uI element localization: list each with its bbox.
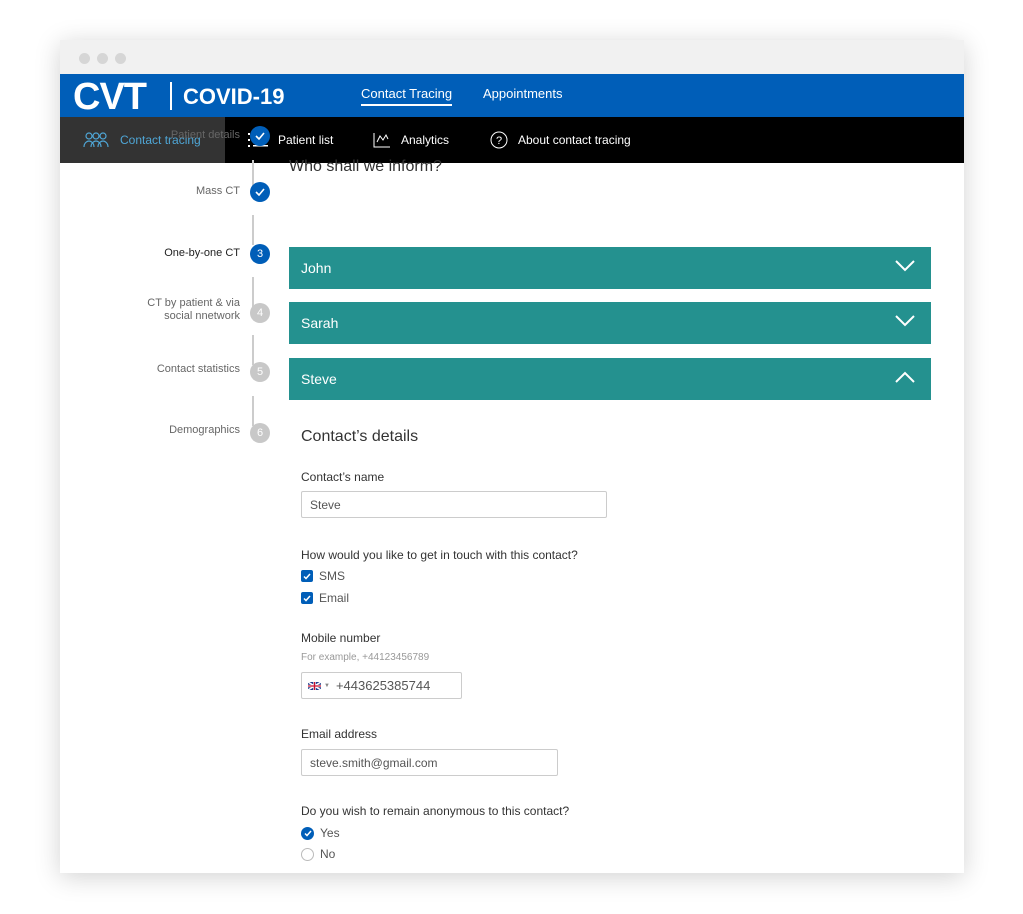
email-checkbox[interactable]: Email — [301, 591, 349, 605]
top-nav-appointments[interactable]: Appointments — [483, 86, 563, 101]
step-number: 3 — [250, 244, 270, 264]
sub-nav: Contact tracing Patient list Analytics ?… — [60, 117, 964, 163]
mobile-label: Mobile number — [301, 631, 381, 645]
contact-accordion-steve[interactable]: Steve — [289, 358, 931, 400]
sub-nav-label: Contact tracing — [120, 133, 201, 147]
logo[interactable]: CVT — [73, 76, 147, 118]
email-label: Email address — [301, 727, 378, 741]
check-icon — [250, 126, 270, 146]
step-label: Demographics — [169, 424, 240, 436]
top-header: CVT COVID-19 Contact Tracing Appointment… — [60, 74, 964, 118]
contact-accordion-sarah[interactable]: Sarah — [289, 302, 931, 344]
step-connector — [252, 277, 254, 307]
page-heading: Who shall we inform? — [289, 158, 442, 175]
logo-divider — [170, 82, 172, 110]
sub-nav-about[interactable]: ? About contact tracing — [490, 117, 631, 163]
radio-label: Yes — [320, 826, 340, 840]
sub-nav-contact-tracing[interactable]: Contact tracing — [60, 117, 225, 163]
checkbox-label: SMS — [319, 569, 346, 583]
step-label: Mass CT — [196, 185, 240, 197]
step-label: CT by patient & via social nnetwork — [147, 297, 240, 322]
chevron-up-icon — [895, 371, 915, 383]
sub-nav-label: Analytics — [401, 133, 450, 147]
checkbox-checked-icon — [301, 592, 313, 604]
window-dot — [115, 53, 126, 64]
radio-label: No — [320, 847, 336, 861]
chevron-down-icon — [895, 315, 915, 327]
window-dot — [79, 53, 90, 64]
sub-nav-analytics[interactable]: Analytics — [373, 117, 449, 163]
radio-unchecked-icon — [301, 847, 314, 861]
people-icon — [83, 132, 109, 148]
chevron-down-icon — [895, 260, 915, 272]
step-connector — [252, 215, 254, 245]
window-dot — [97, 53, 108, 64]
name-label: Contact’s name — [301, 470, 385, 484]
sub-nav-label: About contact tracing — [518, 133, 631, 147]
contact-method-question: How would you like to get in touch with … — [301, 548, 578, 562]
contact-accordion-john[interactable]: John — [289, 247, 931, 289]
contact-name: John — [301, 260, 332, 276]
anonymous-no-radio[interactable]: No — [301, 847, 335, 861]
sms-checkbox[interactable]: SMS — [301, 569, 345, 583]
top-nav-contact-tracing[interactable]: Contact Tracing — [361, 86, 453, 106]
step-connector — [252, 160, 254, 190]
chart-icon — [373, 133, 390, 148]
email-input[interactable]: steve.smith@gmail.com — [301, 749, 558, 776]
mobile-value: +443625385744 — [335, 678, 431, 693]
sub-nav-label: Patient list — [278, 133, 334, 147]
contact-name-input[interactable]: Steve — [301, 491, 607, 518]
step-label: One-by-one CT — [164, 247, 240, 259]
svg-text:?: ? — [496, 135, 502, 147]
product-name: COVID-19 — [183, 84, 285, 109]
anonymous-yes-radio[interactable]: Yes — [301, 826, 340, 840]
uk-flag-icon[interactable]: ▼ — [308, 681, 330, 690]
window-chrome — [60, 40, 964, 74]
step-connector — [252, 396, 254, 426]
details-title: Contact’s details — [301, 428, 419, 445]
contact-name: Sarah — [301, 315, 339, 331]
browser-window: CVT COVID-19 Contact Tracing Appointment… — [60, 40, 964, 873]
radio-checked-icon — [301, 826, 314, 840]
help-icon: ? — [490, 131, 508, 149]
checkbox-checked-icon — [301, 570, 313, 582]
checkbox-label: Email — [319, 591, 350, 605]
check-icon — [250, 182, 270, 202]
step-number: 5 — [250, 362, 270, 382]
mobile-input[interactable]: ▼ +443625385744 — [301, 672, 462, 699]
step-connector — [252, 335, 254, 365]
step-label: Patient details — [170, 129, 240, 141]
step-label: Contact statistics — [156, 363, 240, 375]
contact-name: Steve — [301, 371, 337, 387]
step-number: 4 — [250, 303, 270, 323]
mobile-hint: For example, +44123456789 — [301, 652, 430, 663]
step-number: 6 — [250, 423, 270, 443]
anonymous-question: Do you wish to remain anonymous to this … — [301, 804, 570, 818]
